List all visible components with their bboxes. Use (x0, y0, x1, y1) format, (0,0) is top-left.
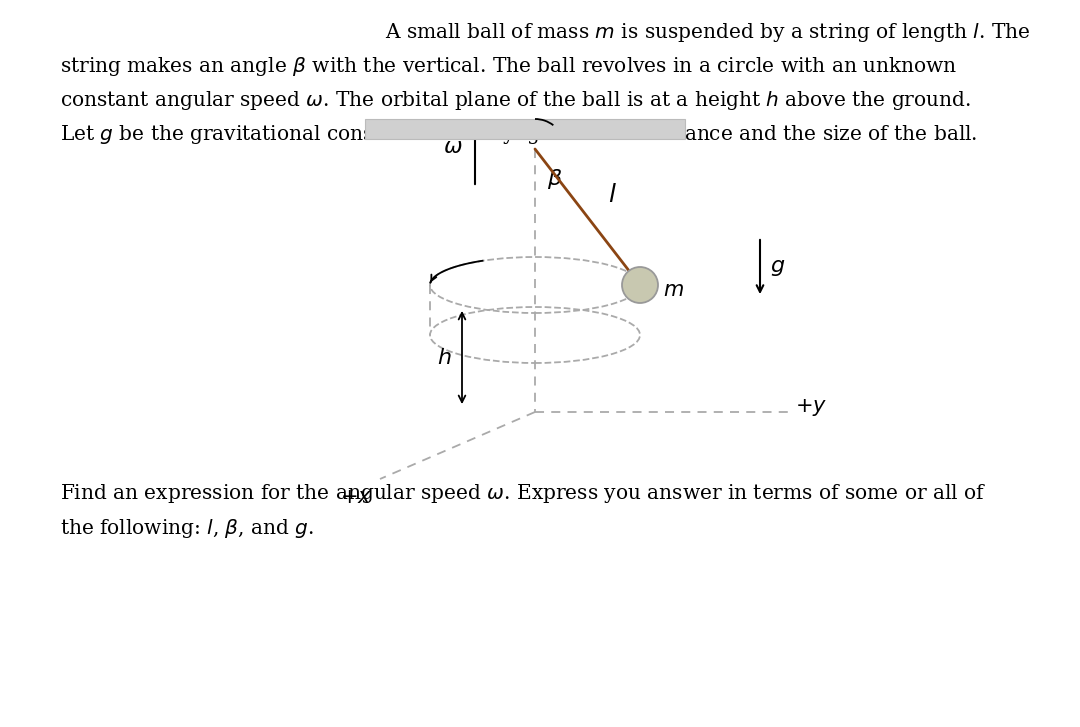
Text: $l$: $l$ (607, 183, 617, 207)
Bar (365, 119, 685, 139)
Text: Let $g$ be the gravitational constant. You may ignore air resistance and the siz: Let $g$ be the gravitational constant. Y… (60, 123, 977, 146)
Text: $g$: $g$ (770, 256, 785, 278)
Text: $+x$: $+x$ (340, 487, 372, 507)
Text: $h$: $h$ (437, 347, 453, 369)
Text: $\omega$: $\omega$ (444, 136, 463, 158)
Text: $\beta$: $\beta$ (546, 167, 563, 191)
Text: $+y$: $+y$ (795, 396, 827, 417)
Circle shape (622, 267, 658, 303)
Text: string makes an angle $\beta$ with the vertical. The ball revolves in a circle w: string makes an angle $\beta$ with the v… (60, 55, 957, 78)
Text: $m$: $m$ (663, 280, 684, 300)
Text: constant angular speed $\omega$. The orbital plane of the ball is at a height $h: constant angular speed $\omega$. The orb… (60, 89, 971, 112)
Text: Find an expression for the angular speed $\omega$. Express you answer in terms o: Find an expression for the angular speed… (60, 482, 986, 505)
Text: the following: $l$, $\beta$, and $g$.: the following: $l$, $\beta$, and $g$. (60, 517, 314, 540)
Text: A small ball of mass $m$ is suspended by a string of length $l$. The: A small ball of mass $m$ is suspended by… (384, 21, 1030, 44)
